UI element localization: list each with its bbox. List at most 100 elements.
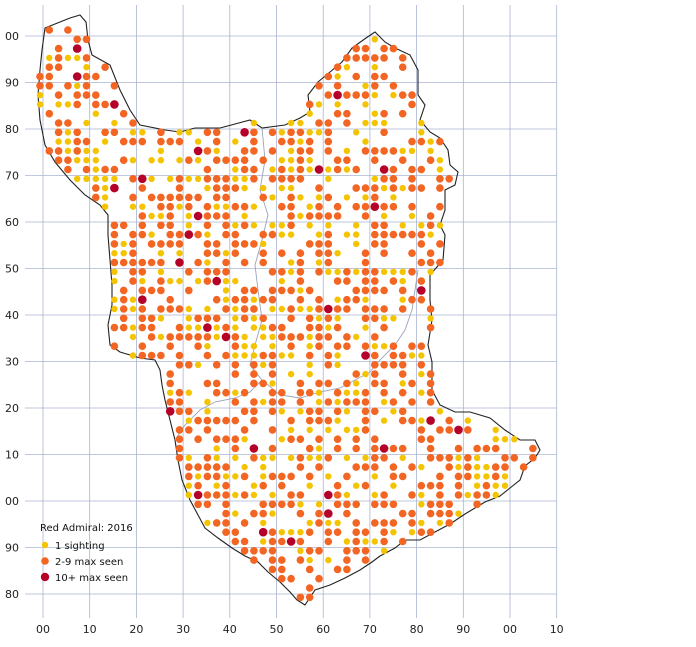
record-dot-2-9 [389,44,398,53]
record-dot-2-9 [175,361,184,369]
record-dot-2-9 [333,565,342,574]
record-dot-2-9 [231,444,240,453]
record-dot-2-9 [166,137,174,146]
record-dot-2-9 [54,119,63,127]
record-dot-2-9 [389,351,398,360]
record-dot-1-sighting [306,333,313,341]
record-dot-2-9 [352,519,361,527]
record-dot-2-9 [324,249,333,257]
record-dot-2-9 [398,472,407,481]
record-dot-1-sighting [278,222,285,229]
record-dot-1-sighting [176,157,183,164]
record-dot-1-sighting [325,175,332,182]
record-dot-1-sighting [64,129,72,136]
y-tick-label: 10 [5,449,19,462]
record-dot-2-9 [268,128,277,137]
record-dot-1-sighting [185,482,192,489]
record-dot-2-9 [296,491,305,499]
x-tick-label: 40 [223,623,237,636]
record-dot-2-9 [287,435,295,444]
record-dot-1-sighting [306,166,313,173]
record-dot-2-9 [268,361,277,369]
x-tick-label: 80 [410,623,424,636]
record-dot-1-sighting [306,305,313,313]
record-dot-2-9 [212,435,221,444]
y-tick-label: 20 [5,402,19,415]
record-dot-1-sighting [83,63,90,71]
record-dot-1-sighting [390,194,397,201]
record-dot-1-sighting [194,361,202,368]
record-dot-2-9 [45,72,54,81]
record-dot-2-9 [194,416,202,425]
record-dot-2-9 [45,109,54,118]
record-dot-1-sighting [287,426,295,434]
record-dot-2-9 [324,528,333,536]
record-dot-1-sighting [473,482,481,489]
record-dot-1-sighting [297,287,304,294]
record-dot-1-sighting [287,268,295,275]
record-dot-1-sighting [260,184,267,192]
record-dot-1-sighting [157,315,165,322]
record-dot-2-9 [445,416,454,425]
record-dot-1-sighting [157,268,165,275]
record-dot-2-9 [315,119,323,127]
record-dot-1-sighting [287,352,295,359]
record-dot-2-9 [305,286,314,295]
record-dot-2-9 [175,184,184,192]
record-dot-2-9 [380,491,388,499]
record-dot-2-9 [203,240,212,248]
record-dot-1-sighting [297,501,304,508]
record-dot-2-9 [408,100,416,109]
record-dot-2-9 [305,593,314,602]
record-dot-1-sighting [167,175,174,182]
record-dot-2-9 [240,388,249,397]
record-dot-1-sighting [74,54,81,62]
record-dot-2-9 [417,528,426,536]
record-dot-1-sighting [371,119,378,127]
record-dot-2-9 [389,361,398,369]
record-dot-1-sighting [353,333,360,341]
record-dot-2-9 [45,82,54,90]
record-dot-1-sighting [297,408,304,415]
record-dot-2-9 [454,472,463,481]
x-tick-label: 00 [503,623,517,636]
record-dot-2-9 [371,184,379,192]
record-dot-2-9 [324,128,333,137]
record-dot-10plus [379,444,389,453]
record-dot-2-9 [529,454,537,462]
record-dot-1-sighting [64,138,72,145]
record-dot-2-9 [408,91,416,99]
record-dot-2-9 [259,258,268,267]
record-dot-2-9 [408,137,416,146]
record-dot-2-9 [287,212,295,220]
record-dot-2-9 [454,491,463,499]
record-dot-2-9 [361,547,370,555]
record-dot-2-9 [54,63,63,71]
record-dot-2-9 [398,537,407,546]
record-dot-2-9 [380,202,388,211]
record-dot-2-9 [64,82,72,90]
record-dot-2-9 [398,388,407,397]
record-dot-2-9 [157,351,165,360]
record-dot-1-sighting [278,529,285,536]
record-dot-2-9 [138,268,147,276]
record-dot-2-9 [491,472,500,481]
record-dot-2-9 [361,342,370,351]
record-dot-1-sighting [436,408,444,415]
record-dot-1-sighting [343,538,351,545]
y-tick-label: 40 [5,309,19,322]
record-dot-2-9 [129,258,137,267]
record-dot-2-9 [352,72,361,81]
record-dot-1-sighting [92,110,100,117]
record-dot-2-9 [324,137,333,146]
record-dot-2-9 [380,249,388,257]
record-dot-2-9 [380,379,388,388]
record-dot-1-sighting [139,129,146,136]
record-dot-1-sighting [260,240,267,248]
record-dot-2-9 [166,240,174,248]
record-dot-1-sighting [92,147,100,155]
record-dot-2-9 [324,193,333,202]
record-dot-2-9 [250,165,258,174]
record-dot-2-9 [119,314,128,323]
record-dot-2-9 [305,407,314,416]
